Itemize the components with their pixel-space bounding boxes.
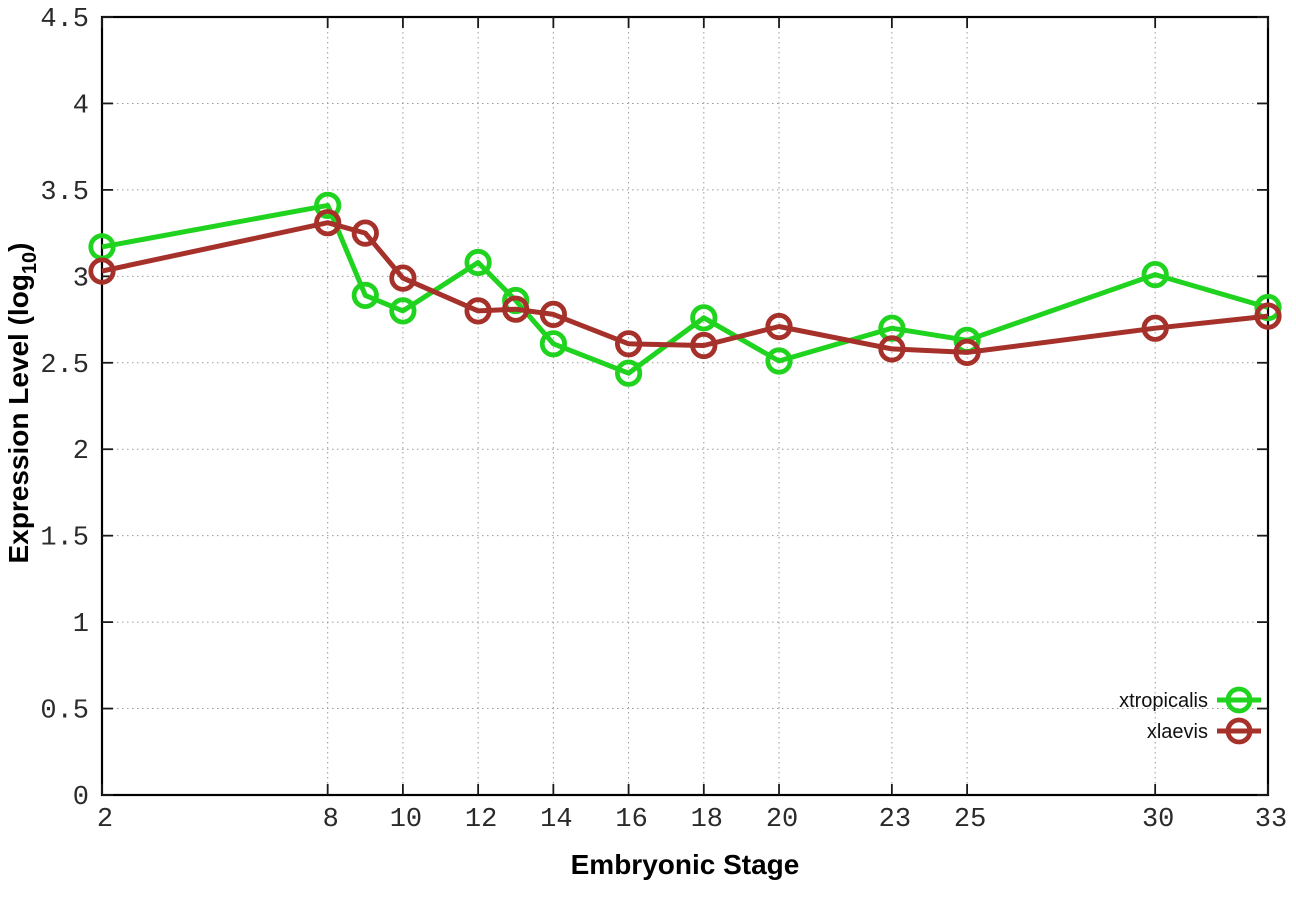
data-point-xlaevis-stage-23 (878, 335, 906, 363)
legend-marker-xlaevis (1225, 717, 1253, 745)
x-tick-label-12: 12 (465, 805, 497, 835)
data-point-xlaevis-stage-12 (464, 297, 492, 325)
data-point-xtropicalis-stage-30 (1141, 260, 1169, 289)
x-tick-label-16: 16 (615, 805, 647, 835)
x-tick-label-8: 8 (323, 805, 339, 835)
data-point-xlaevis-stage-9 (351, 219, 379, 247)
y-tick-label-3.5: 3.5 (40, 178, 89, 208)
data-point-xlaevis-stage-30 (1141, 314, 1169, 342)
data-point-xlaevis-stage-20 (765, 312, 793, 341)
y-tick-label-1: 1 (73, 610, 89, 640)
series-line-xtropicalis (101, 202, 1269, 376)
frame-layer (100, 15, 1270, 797)
data-point-xlaevis-stage-14 (539, 300, 568, 328)
y-tick-label-2: 2 (73, 437, 89, 467)
y-tick-label-4.5: 4.5 (40, 5, 89, 35)
x-tick-label-18: 18 (691, 805, 723, 835)
data-point-xtropicalis-stage-16 (614, 359, 643, 387)
tick-layer (101, 16, 1269, 796)
data-point-xlaevis-stage-8 (314, 209, 342, 237)
y-axis-title: Expression Level (log10) (3, 243, 41, 564)
legend-label-xlaevis: xlaevis (1147, 721, 1208, 743)
data-point-xtropicalis-stage-18 (690, 304, 718, 332)
data-point-xlaevis-stage-33 (1254, 302, 1282, 330)
x-tick-label-14: 14 (540, 805, 572, 835)
data-point-xtropicalis-stage-8 (314, 191, 342, 219)
legend-marker-xtropicalis (1225, 686, 1253, 714)
data-point-xlaevis-stage-10 (389, 264, 417, 292)
grid-layer (101, 16, 1269, 796)
data-point-xlaevis-stage-2 (88, 257, 116, 285)
y-tick-label-0: 0 (73, 783, 89, 813)
x-tick-label-20: 20 (766, 805, 798, 835)
x-tick-label-23: 23 (879, 805, 911, 835)
x-tick-label-30: 30 (1142, 805, 1174, 835)
data-point-xtropicalis-stage-33 (1254, 293, 1282, 322)
y-tick-label-0.5: 0.5 (40, 697, 89, 727)
data-point-xlaevis-stage-25 (953, 338, 981, 366)
y-tick-label-4: 4 (73, 91, 89, 121)
x-tick-label-2: 2 (97, 805, 113, 835)
legend: xtropicalis xlaevis (1119, 686, 1261, 745)
data-point-xtropicalis-stage-14 (539, 330, 568, 358)
y-tick-label-1.5: 1.5 (40, 524, 89, 554)
data-point-xlaevis-stage-16 (614, 330, 643, 358)
data-point-xtropicalis-stage-10 (389, 297, 417, 325)
data-point-xtropicalis-stage-12 (464, 248, 492, 277)
tick-label-layer: 2 8 10 12 14 16 18 20 23 25 30 33 0 0.5 1 1.5 2 2.5 3 3.5 4 4… (40, 5, 1287, 835)
plot-border (100, 15, 1270, 797)
data-point-xtropicalis-stage-9 (351, 281, 379, 309)
data-point-xlaevis-stage-13 (502, 295, 530, 323)
y-tick-label-3: 3 (73, 264, 89, 294)
data-point-xtropicalis-stage-20 (765, 347, 793, 375)
x-tick-label-33: 33 (1255, 805, 1287, 835)
x-axis-title: Embryonic Stage (571, 849, 800, 880)
y-tick-label-2.5: 2.5 (40, 351, 89, 381)
data-point-xlaevis-stage-18 (690, 331, 718, 360)
x-tick-label-10: 10 (390, 805, 422, 835)
x-tick-label-25: 25 (954, 805, 986, 835)
legend-label-xtropicalis: xtropicalis (1119, 690, 1208, 712)
series-layer (88, 191, 1282, 387)
